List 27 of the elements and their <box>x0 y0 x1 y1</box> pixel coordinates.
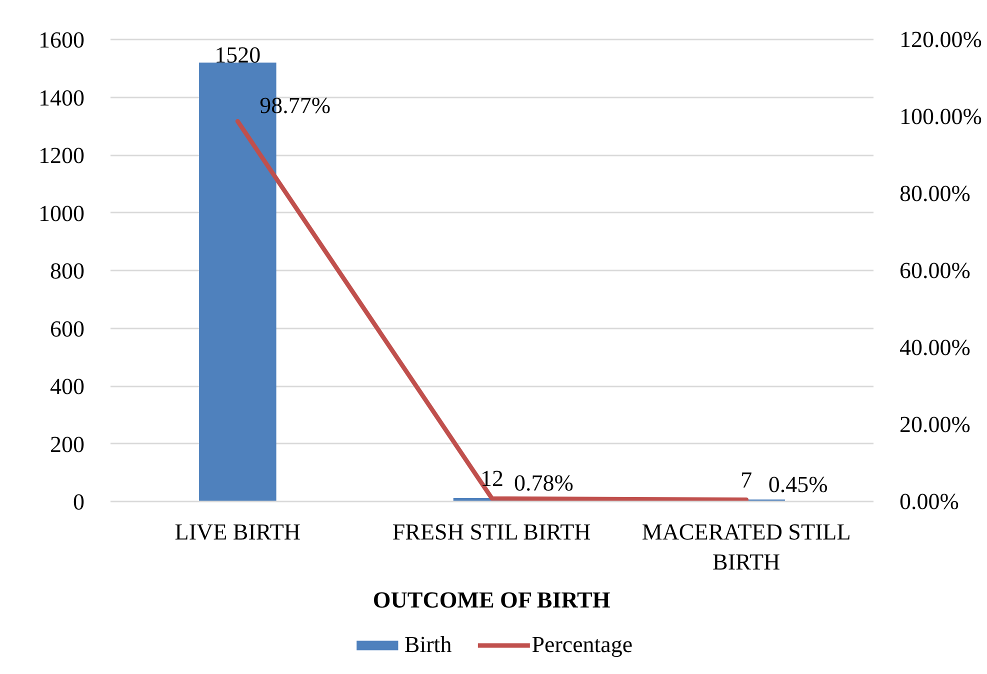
data-label: 0.45% <box>768 472 828 497</box>
y-tick-label: 1200 <box>38 143 84 168</box>
y2-tick-label: 120.00% <box>900 27 982 52</box>
legend-label: Percentage <box>532 632 633 658</box>
y-tick-label: 600 <box>50 316 84 342</box>
y2-tick-label: 80.00% <box>900 181 970 206</box>
y-tick-label: 1400 <box>38 85 84 110</box>
x-axis-title: OUTCOME OF BIRTH <box>372 588 610 612</box>
x-tick-label: LIVE BIRTH <box>174 520 301 544</box>
y-tick-label: 400 <box>50 374 84 399</box>
x-tick-label: FRESH STIL BIRTH <box>392 520 591 544</box>
data-label: 0.78% <box>514 470 574 496</box>
data-label: 1520 <box>214 42 261 68</box>
data-label: 12 <box>480 466 504 492</box>
y-tick-label: 1000 <box>38 200 84 226</box>
data-label: 7 <box>740 467 752 492</box>
y2-tick-label: 40.00% <box>900 335 970 360</box>
legend-label: Birth <box>404 632 452 658</box>
y-tick-label: 1600 <box>38 28 84 52</box>
y2-tick-label: 0.00% <box>900 489 959 514</box>
y-tick-label: 800 <box>50 258 84 284</box>
y2-tick-label: 100.00% <box>900 104 982 129</box>
y2-tick-label: 20.00% <box>900 412 970 437</box>
y2-tick-label: 60.00% <box>900 258 970 283</box>
x-tick-label: MACERATED STILL BIRTH <box>642 520 851 574</box>
y-tick-label: 0 <box>73 490 84 514</box>
y-tick-label: 200 <box>50 432 84 457</box>
